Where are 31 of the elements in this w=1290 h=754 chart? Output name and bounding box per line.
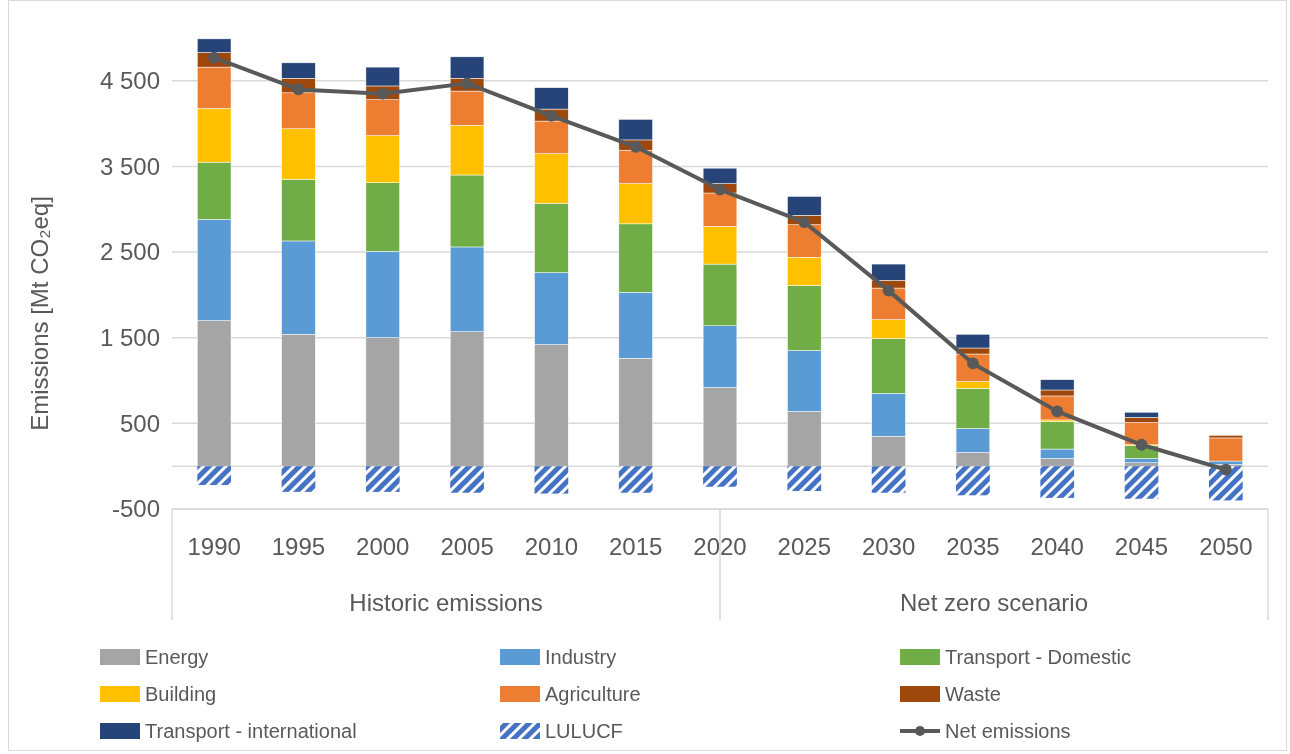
x-tick-label: 2005 — [440, 533, 494, 560]
legend-label: Agriculture — [545, 683, 641, 705]
x-tick-label: 2045 — [1114, 533, 1169, 560]
legend-label: Industry — [545, 646, 617, 668]
x-tick-label: 1990 — [187, 533, 241, 560]
y-tick-label: 3 500 — [99, 152, 160, 180]
y-tick-label: 1 500 — [99, 323, 160, 351]
legend-label: Waste — [945, 683, 1001, 705]
y-tick-label: 4 500 — [99, 67, 160, 94]
y-tick-label: -500 — [111, 495, 160, 523]
x-tick-label: 1995 — [271, 533, 326, 560]
x-tick-label: 2000 — [356, 533, 410, 560]
legend-label: Building — [145, 683, 217, 705]
text: Historic emissions — [349, 589, 543, 616]
legend-label: LULUCF — [545, 720, 623, 742]
x-tick-label: 2020 — [693, 533, 747, 560]
x-tick-label: 2050 — [1199, 533, 1253, 560]
text: Net zero scenario — [899, 589, 1089, 616]
legend-label: Net emissions — [945, 720, 1071, 742]
y-tick-label: 500 — [119, 409, 160, 437]
y-axis-title: Emissions [Mt CO₂eq] — [26, 196, 53, 431]
legend-label: Transport - Domestic — [945, 646, 1131, 668]
x-tick-label: 2015 — [609, 533, 663, 560]
x-tick-label: 2010 — [524, 533, 579, 560]
x-tick-label: 2035 — [946, 533, 1000, 560]
x-tick-label: 2040 — [1030, 533, 1084, 560]
x-tick-label: 2025 — [777, 533, 831, 560]
y-tick-label: 2 500 — [99, 238, 160, 266]
legend-label: Transport - international — [145, 720, 357, 742]
legend-label: Energy — [145, 646, 209, 668]
x-tick-label: 2030 — [861, 533, 916, 560]
